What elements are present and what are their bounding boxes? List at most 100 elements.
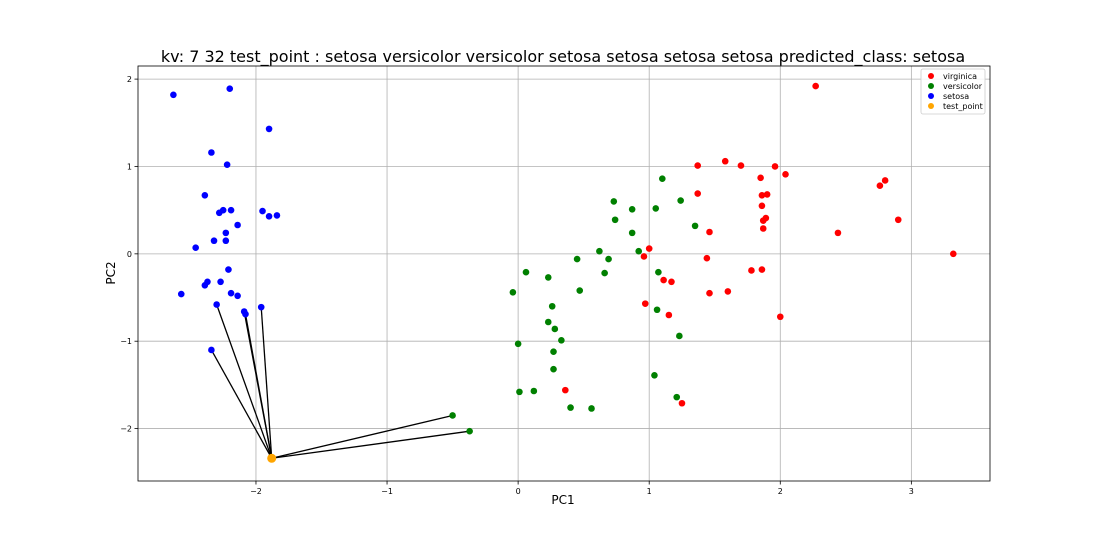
virginica-point (876, 182, 884, 189)
plot-frame (137, 65, 991, 482)
virginica-point (665, 311, 673, 319)
setosa-point (192, 244, 199, 252)
versicolor-point (548, 302, 556, 310)
y-tick-label: −2 (120, 425, 132, 434)
versicolor-point (605, 255, 612, 263)
virginica-point (694, 162, 701, 169)
versicolor-point (635, 247, 643, 255)
legend-label: setosa (943, 92, 969, 101)
x-tick-label: 2 (778, 487, 783, 496)
virginica-point (694, 190, 701, 197)
virginica-point (737, 162, 745, 169)
virginica-point (763, 191, 771, 198)
virginica-point (782, 171, 789, 178)
x-tick-label: 0 (516, 487, 521, 496)
virginica-point (706, 289, 713, 297)
setosa-point (213, 301, 220, 308)
x-tick-label: 3 (909, 487, 914, 496)
virginica-point (678, 399, 686, 407)
virginica-point (748, 267, 755, 274)
neighbor-line (271, 414, 453, 459)
versicolor-point (567, 404, 574, 411)
versicolor-point (676, 332, 683, 340)
virginica-point (834, 229, 842, 237)
virginica-point (894, 216, 902, 224)
versicolor-point (659, 175, 666, 183)
versicolor-point (653, 306, 661, 314)
versicolor-point (516, 388, 523, 396)
setosa-point (222, 237, 230, 245)
versicolor-point (610, 198, 618, 205)
data-points (170, 82, 957, 463)
virginica-point (758, 266, 766, 273)
setosa-point (201, 281, 209, 289)
versicolor-point (558, 337, 565, 344)
setosa-point (227, 206, 235, 214)
legend-marker (928, 83, 934, 89)
versicolor-point (628, 205, 636, 213)
versicolor-point (466, 427, 473, 435)
virginica-point (776, 313, 784, 321)
virginica-point (759, 217, 767, 224)
setosa-point (177, 290, 185, 298)
virginica-point (724, 288, 732, 295)
neighbor-line (271, 430, 470, 459)
versicolor-point (588, 405, 595, 412)
virginica-point (640, 253, 648, 260)
virginica-point (812, 82, 819, 90)
y-tick-label: 0 (127, 250, 132, 259)
virginica-point (660, 276, 667, 284)
versicolor-point (601, 269, 608, 277)
versicolor-point (673, 393, 681, 401)
neighbor-line (244, 314, 273, 459)
virginica-point (757, 174, 764, 182)
neighbor-line (216, 304, 273, 459)
legend-marker (928, 103, 934, 109)
setosa-point (242, 310, 249, 318)
versicolor-point (449, 412, 456, 419)
legend-label: versicolor (943, 82, 983, 91)
versicolor-point (530, 387, 538, 395)
setosa-point (259, 207, 266, 215)
legend-marker (928, 73, 934, 79)
setosa-point (222, 229, 230, 237)
neighbor-line (210, 349, 273, 459)
setosa-point (265, 212, 273, 220)
virginica-point (758, 192, 766, 199)
versicolor-point (691, 222, 699, 230)
versicolor-point (651, 371, 658, 379)
setosa-point (234, 292, 241, 300)
versicolor-point (514, 340, 522, 348)
setosa-point (226, 85, 234, 93)
virginica-point (641, 300, 649, 307)
setosa-point (223, 161, 231, 169)
versicolor-point (677, 197, 684, 204)
y-tick-label: 2 (127, 75, 132, 84)
y-tick-label: 1 (127, 162, 132, 171)
setosa-point (208, 346, 215, 354)
chart-title: kv: 7 32 test_point : setosa versicolor … (161, 47, 965, 67)
neighbor-line (260, 307, 273, 459)
setosa-point (225, 266, 232, 273)
setosa-point (234, 221, 241, 229)
versicolor-point (544, 318, 552, 326)
y-tick-label: −1 (120, 337, 132, 346)
versicolor-point (573, 255, 581, 263)
versicolor-point (655, 268, 662, 276)
virginica-point (759, 225, 767, 232)
versicolor-point (611, 216, 619, 224)
versicolor-point (576, 287, 584, 294)
legend-box (920, 68, 986, 115)
versicolor-point (550, 348, 557, 355)
virginica-point (645, 245, 653, 252)
versicolor-point (522, 268, 530, 276)
legend-label: test_point (943, 102, 983, 111)
virginica-point (721, 157, 729, 165)
setosa-point (170, 91, 177, 99)
legend-label: virginica (943, 72, 977, 81)
legend-marker (928, 93, 934, 99)
x-tick-label: 1 (647, 487, 652, 496)
virginica-point (771, 163, 779, 170)
setosa-point (215, 209, 223, 217)
